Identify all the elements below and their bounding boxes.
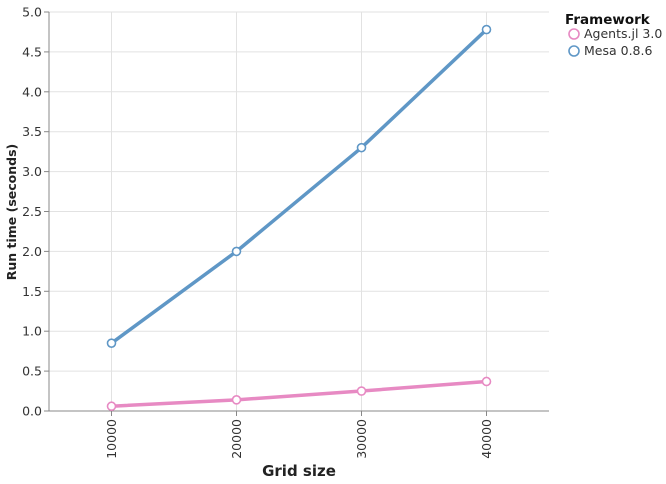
legend-label: Mesa 0.8.6 bbox=[584, 43, 652, 58]
x-tick-label: 10000 bbox=[104, 419, 119, 459]
y-ticks: 0.0 0.5 1.0 1.5 2.0 2.5 3.0 3.5 4.0 4.5 5.0 bbox=[22, 5, 49, 419]
legend-items: Agents.jl 3.0 Mesa 0.8.6 bbox=[568, 26, 662, 58]
y-tick-label: 5.0 bbox=[22, 5, 42, 20]
grid-lines bbox=[49, 11, 549, 412]
y-tick-label: 2.5 bbox=[22, 204, 42, 219]
data-point bbox=[106, 338, 117, 348]
x-axis-title: Grid size bbox=[262, 462, 336, 480]
y-tick-label: 4.5 bbox=[22, 44, 42, 59]
legend-title: Framework bbox=[565, 12, 651, 28]
x-tick-label: 30000 bbox=[354, 419, 369, 459]
y-tick-label: 1.0 bbox=[22, 324, 42, 339]
data-point bbox=[481, 376, 492, 387]
x-ticks: 10000 20000 30000 40000 bbox=[104, 411, 494, 459]
series-1 bbox=[106, 24, 492, 348]
series-line bbox=[109, 27, 489, 345]
x-tick-label: 40000 bbox=[479, 419, 494, 459]
y-tick-label: 0.0 bbox=[22, 404, 42, 419]
y-tick-label: 3.5 bbox=[22, 124, 42, 139]
legend: Framework Agents.jl 3.0 Mesa 0.8.6 bbox=[565, 12, 662, 58]
y-axis-title: Run time (seconds) bbox=[4, 144, 19, 281]
y-tick-label: 3.0 bbox=[22, 164, 42, 179]
y-tick-label: 4.0 bbox=[22, 84, 42, 99]
series-0 bbox=[106, 376, 492, 412]
data-point bbox=[231, 246, 242, 257]
data-point bbox=[106, 401, 117, 412]
y-tick-label: 0.5 bbox=[22, 364, 42, 379]
series bbox=[106, 24, 492, 412]
legend-label: Agents.jl 3.0 bbox=[584, 26, 662, 41]
data-point bbox=[356, 142, 367, 153]
y-tick-label: 1.5 bbox=[22, 284, 42, 299]
legend-marker bbox=[568, 45, 580, 57]
legend-marker bbox=[568, 28, 580, 40]
data-point bbox=[356, 386, 367, 396]
x-tick-label: 20000 bbox=[229, 419, 244, 459]
y-tick-label: 2.0 bbox=[22, 244, 42, 259]
series-line bbox=[109, 379, 489, 408]
data-point bbox=[231, 395, 242, 405]
data-point bbox=[481, 24, 492, 35]
